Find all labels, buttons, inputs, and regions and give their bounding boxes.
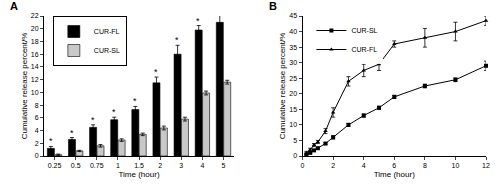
svg-text:1.5: 1.5 — [134, 162, 144, 169]
svg-text:10: 10 — [452, 162, 460, 169]
svg-text:B: B — [269, 0, 277, 12]
svg-text:14: 14 — [31, 63, 39, 70]
svg-text:0: 0 — [301, 162, 305, 169]
svg-text:30: 30 — [289, 59, 297, 66]
svg-text:1: 1 — [116, 162, 120, 169]
svg-text:0: 0 — [35, 152, 39, 159]
svg-text:*: * — [91, 115, 95, 125]
svg-text:*: * — [154, 67, 158, 77]
svg-text:8: 8 — [423, 162, 427, 169]
svg-text:*: * — [133, 96, 137, 106]
svg-text:CUR-SL: CUR-SL — [94, 47, 120, 54]
svg-text:*: * — [49, 136, 53, 146]
svg-text:Cumulative release percent/%: Cumulative release percent/% — [20, 33, 29, 140]
svg-text:0.25: 0.25 — [48, 162, 62, 169]
svg-text:45: 45 — [289, 12, 297, 19]
svg-text:Time (hour): Time (hour) — [119, 170, 160, 179]
svg-text:2: 2 — [331, 162, 335, 169]
svg-text:0.75: 0.75 — [90, 162, 104, 169]
svg-text:10: 10 — [289, 121, 297, 128]
svg-text:4: 4 — [35, 127, 39, 134]
svg-text:20: 20 — [289, 90, 297, 97]
svg-text:6: 6 — [35, 114, 39, 121]
svg-text:4: 4 — [362, 162, 366, 169]
svg-text:0: 0 — [293, 152, 297, 159]
svg-text:*: * — [112, 107, 116, 117]
svg-text:Time (hour): Time (hour) — [374, 170, 415, 179]
svg-text:16: 16 — [31, 51, 39, 58]
svg-text:12: 12 — [482, 162, 490, 169]
svg-text:A: A — [10, 0, 18, 12]
svg-text:CUR-FL: CUR-FL — [94, 28, 120, 35]
svg-text:18: 18 — [31, 38, 39, 45]
svg-text:5: 5 — [222, 162, 226, 169]
svg-text:0.5: 0.5 — [71, 162, 81, 169]
svg-text:*: * — [70, 128, 74, 138]
svg-text:4: 4 — [200, 162, 204, 169]
svg-text:10: 10 — [31, 89, 39, 96]
svg-text:6: 6 — [392, 162, 396, 169]
svg-text:12: 12 — [31, 76, 39, 83]
svg-text:25: 25 — [289, 75, 297, 82]
svg-text:8: 8 — [35, 102, 39, 109]
svg-text:CUR-SL: CUR-SL — [351, 27, 377, 34]
svg-text:15: 15 — [289, 106, 297, 113]
svg-text:*: * — [196, 16, 200, 26]
svg-text:*: * — [175, 35, 179, 45]
svg-text:20: 20 — [31, 25, 39, 32]
svg-text:2: 2 — [35, 140, 39, 147]
svg-text:Cumulative release percent/%: Cumulative release percent/% — [278, 33, 287, 140]
svg-text:35: 35 — [289, 44, 297, 51]
svg-text:2: 2 — [158, 162, 162, 169]
svg-text:5: 5 — [293, 137, 297, 144]
svg-text:40: 40 — [289, 28, 297, 35]
svg-text:CUR-FL: CUR-FL — [351, 46, 377, 53]
svg-text:22: 22 — [31, 12, 39, 19]
svg-text:3: 3 — [179, 162, 183, 169]
